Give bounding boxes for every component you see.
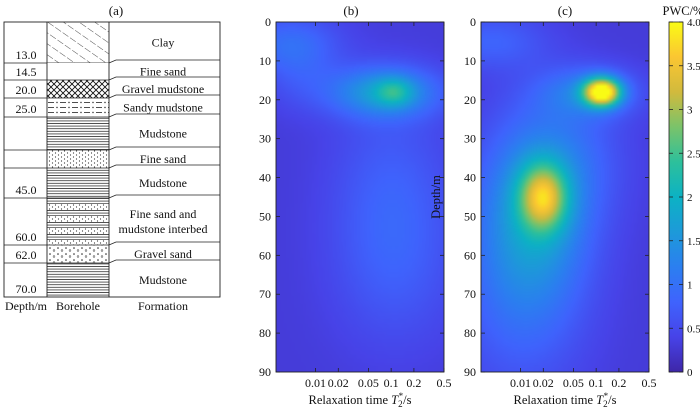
formation-label: Gravel sand (134, 247, 192, 261)
formation-label: Clay (152, 36, 175, 50)
colorbar: PWC/% 0 0.5 1 1.5 2 2.5 3 3.5 4.0 (663, 4, 700, 379)
formation-label: Fine sand (140, 65, 186, 79)
depth-column-header: Depth/m (5, 299, 48, 313)
y-tick-label: 80 (464, 326, 476, 340)
panel-a-label: (a) (109, 3, 123, 18)
y-tick-label: 90 (464, 365, 476, 379)
pwc-heatmap-c (481, 22, 649, 372)
borehole-column-header: Borehole (56, 299, 100, 313)
y-tick-label: 70 (259, 287, 271, 301)
formation-label: mudstone interbed (119, 222, 208, 236)
layer-depth-label: 70.0 (16, 282, 37, 296)
formation-label: Mudstone (139, 176, 187, 190)
y-tick-label: 10 (259, 54, 271, 68)
colorbar-tick-label: 2.5 (687, 148, 700, 160)
colorbar-tick-label: 4.0 (687, 17, 700, 29)
borehole-layer (47, 263, 109, 297)
layer-depth-label: 14.5 (16, 65, 37, 79)
borehole-layer (47, 80, 109, 98)
formation-label: Mudstone (139, 273, 187, 287)
borehole-layer (47, 198, 109, 245)
layer-depth-label: 25.0 (16, 102, 37, 116)
x-tick-label: 0.2 (611, 376, 626, 390)
y-tick-label: 0 (265, 15, 271, 29)
colorbar-tick-label: 1 (687, 280, 693, 292)
layer-depth-label: 20.0 (16, 83, 37, 97)
x-tick-label: 0.01 (510, 376, 531, 390)
x-tick-label: 0.02 (328, 376, 349, 390)
borehole-layer (47, 117, 109, 150)
formation-label: Gravel mudstone (122, 82, 204, 96)
formation-label: Fine sand and (130, 207, 197, 221)
formation-label: Sandy mudstone (123, 101, 203, 115)
colorbar-tick-label: 3 (687, 105, 693, 117)
panel-b-label: (b) (343, 3, 358, 18)
pwc-heatmap-b (276, 22, 444, 372)
y-tick-label: 40 (259, 171, 271, 185)
x-tick-label: 0.1 (384, 376, 399, 390)
y-tick-label: 80 (259, 326, 271, 340)
y-axis-label-c: Depth/m (429, 175, 443, 219)
x-axis-label-b: Relaxation time T2*/s (309, 391, 412, 409)
layer-depth-label: 13.0 (16, 48, 37, 62)
layer-boundary (4, 146, 220, 151)
borehole-layer (47, 168, 109, 198)
panel-b-heatmap: (b) 0.01 0.02 0.05 0.1 0.2 0.5 0 10 20 30 40 50 60 70… (259, 3, 452, 409)
x-tick-label: 0.1 (589, 376, 604, 390)
x-tick-label: 0.01 (305, 376, 326, 390)
layer-depth-label: 60.0 (16, 230, 37, 244)
log-frame (3, 21, 221, 298)
borehole-layer (47, 63, 109, 80)
colorbar-title: PWC/% (663, 4, 700, 18)
panel-c-heatmap: (c) 0.01 0.02 0.05 0.1 0.2 0.5 0 10 20 30 40 50 60 70… (429, 3, 657, 409)
x-tick-label: 0.5 (437, 376, 452, 390)
x-tick-label: 0.02 (533, 376, 554, 390)
formation-label: Mudstone (139, 127, 187, 141)
y-tick-label: 50 (259, 209, 271, 223)
plot-frame-b (275, 21, 445, 373)
colorbar-tick-label: 2 (687, 192, 693, 204)
colorbar-tick-label: 0.5 (687, 323, 700, 335)
formation-column-header: Formation (138, 299, 188, 313)
y-tick-label: 70 (464, 287, 476, 301)
y-tick-label: 10 (464, 54, 476, 68)
x-axis-label-c: Relaxation time T2*/s (514, 391, 617, 409)
layer-depth-label: 45.0 (16, 183, 37, 197)
y-tick-label: 20 (464, 93, 476, 107)
y-tick-label: 30 (259, 132, 271, 146)
borehole-layer (47, 245, 109, 263)
plot-frame-c (480, 21, 650, 373)
x-tick-label: 0.5 (642, 376, 657, 390)
panel-c-label: (c) (558, 3, 572, 18)
colorbar-tick-label: 1.5 (687, 236, 700, 248)
borehole-layer (47, 98, 109, 117)
y-tick-label: 90 (259, 365, 271, 379)
x-tick-label: 0.2 (406, 376, 421, 390)
layer-boundary (4, 164, 220, 169)
y-tick-label: 40 (464, 171, 476, 185)
y-tick-label: 50 (464, 209, 476, 223)
borehole-layer (47, 22, 109, 63)
colorbar-tick-label: 0 (687, 367, 693, 379)
y-tick-label: 20 (259, 93, 271, 107)
layer-depth-label: 62.0 (16, 248, 37, 262)
x-tick-label: 0.05 (563, 376, 584, 390)
y-tick-label: 30 (464, 132, 476, 146)
x-tick-label: 0.05 (358, 376, 379, 390)
y-tick-label: 60 (259, 248, 271, 262)
borehole-layer (47, 150, 109, 168)
formation-label: Fine sand (140, 152, 186, 166)
panel-a-borehole-log: (a) 13.0 Clay 14.5 Fine sand 20.0 Gravel muds… (3, 3, 221, 313)
y-tick-label: 60 (464, 248, 476, 262)
colorbar-tick-label: 3.5 (687, 61, 700, 73)
y-tick-label: 0 (470, 15, 476, 29)
